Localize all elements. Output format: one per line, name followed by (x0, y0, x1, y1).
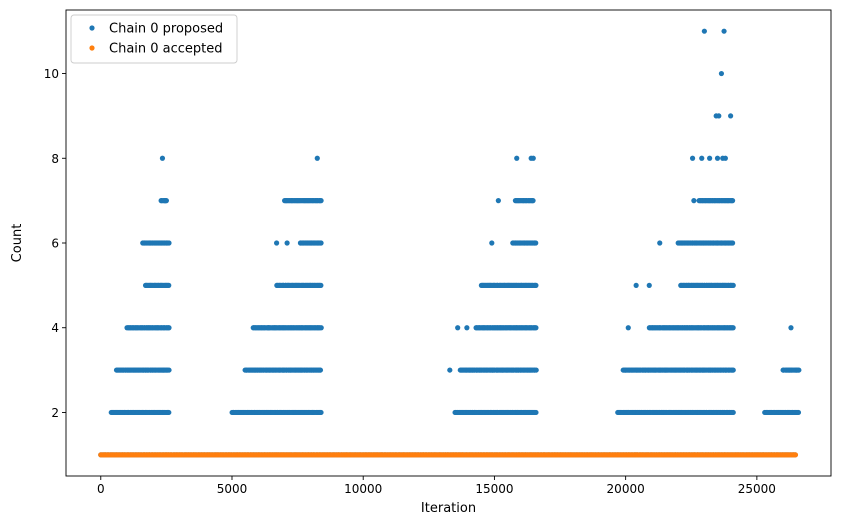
y-tick-label: 4 (51, 321, 59, 335)
data-point (317, 367, 324, 373)
data-point (166, 282, 172, 288)
data-point (701, 28, 707, 34)
data-point (691, 198, 697, 204)
data-point (795, 409, 802, 416)
y-tick-label: 6 (51, 237, 59, 251)
data-point (730, 367, 736, 373)
legend-box (70, 14, 238, 64)
y-axis-ticks: 2 4 6 8 10 (44, 67, 66, 420)
data-point (533, 325, 539, 331)
x-tick-label: 10000 (344, 482, 382, 496)
data-point (796, 367, 802, 373)
data-point (730, 240, 736, 246)
data-point (159, 155, 166, 161)
data-point (318, 409, 324, 416)
data-point (792, 452, 799, 458)
data-point (318, 240, 324, 246)
data-point (495, 198, 501, 204)
x-tick-label: 20000 (607, 482, 645, 496)
data-point (533, 409, 539, 416)
data-point (722, 155, 728, 161)
data-point (533, 282, 539, 288)
x-tick-label: 15000 (475, 482, 513, 496)
data-point (318, 198, 324, 204)
data-point (699, 155, 705, 161)
data-point (721, 28, 727, 34)
data-point (162, 198, 168, 204)
data-point (646, 282, 652, 288)
data-point (530, 198, 536, 204)
data-point (489, 240, 495, 246)
data-point (274, 240, 280, 246)
data-point (266, 325, 272, 331)
data-point (716, 113, 722, 119)
data-point (788, 325, 794, 331)
data-point (730, 409, 736, 416)
data-point (533, 240, 539, 246)
data-point (729, 198, 736, 204)
x-axis-label: Iteration (421, 501, 476, 516)
data-point (714, 155, 721, 161)
data-point (514, 155, 520, 161)
y-tick-label: 10 (44, 67, 59, 81)
data-point (166, 367, 172, 373)
legend-marker-accepted (89, 45, 95, 51)
data-point (533, 367, 539, 373)
data-point (166, 240, 172, 246)
data-point (318, 325, 324, 331)
legend: Chain 0 proposed Chain 0 accepted (70, 14, 238, 64)
data-point (464, 325, 470, 331)
legend-label-proposed: Chain 0 proposed (109, 22, 223, 37)
data-point (718, 70, 725, 77)
data-point (455, 325, 461, 331)
data-point (166, 325, 172, 331)
x-tick-label: 25000 (738, 482, 776, 496)
data-point (284, 240, 290, 246)
y-tick-label: 2 (51, 406, 59, 420)
x-axis-ticks: 0 5000 10000 15000 20000 25000 (97, 476, 776, 496)
data-point (625, 325, 631, 331)
x-tick-label: 0 (97, 482, 105, 496)
data-point (707, 155, 713, 161)
data-point (530, 155, 536, 161)
data-point (633, 282, 639, 288)
y-tick-label: 8 (51, 152, 59, 166)
data-point (728, 113, 734, 119)
legend-marker-proposed (89, 25, 95, 31)
x-tick-label: 5000 (217, 482, 248, 496)
legend-label-accepted: Chain 0 accepted (109, 42, 223, 57)
data-point (730, 282, 736, 288)
data-point (314, 155, 320, 161)
data-point (730, 325, 736, 331)
data-point (318, 282, 324, 288)
series-1 (98, 452, 799, 458)
data-point (447, 367, 453, 373)
data-points (98, 28, 802, 458)
data-point (166, 409, 172, 416)
y-axis-label: Count (10, 224, 25, 263)
data-point (657, 240, 663, 246)
data-point (689, 155, 696, 161)
